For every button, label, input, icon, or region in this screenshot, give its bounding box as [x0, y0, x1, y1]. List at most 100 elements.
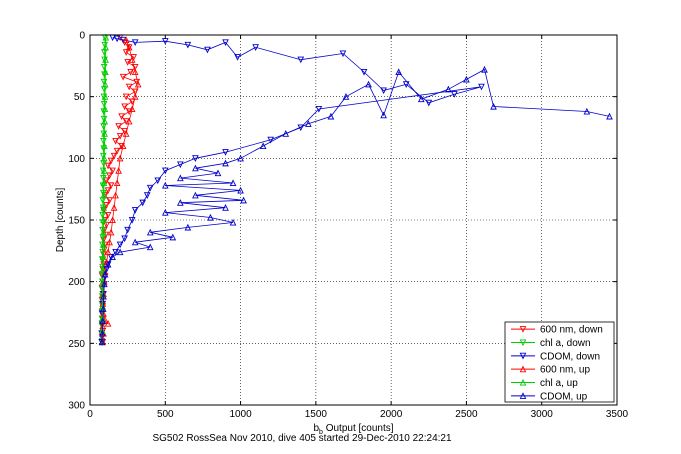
data-point: [128, 98, 136, 106]
data-point: [395, 68, 402, 76]
data-point: [100, 216, 107, 224]
data-point: [583, 107, 591, 115]
legend: 600 nm, down chl a, down CDOM, down 600 nm,…: [504, 321, 615, 403]
legend-item-chl-a-up: chl a, up: [511, 378, 578, 389]
data-point: [107, 228, 115, 236]
legend-item-600-nm-down: 600 nm, down: [511, 325, 603, 336]
data-point: [207, 213, 214, 221]
data-point: [102, 68, 109, 76]
data-point: [125, 83, 133, 91]
legend-item-cdom-up: CDOM, up: [511, 391, 588, 402]
data-point: [99, 305, 107, 312]
data-point: [104, 260, 112, 268]
data-point: [101, 130, 108, 137]
data-point: [116, 241, 124, 249]
data-point: [131, 93, 139, 100]
x-tick-label: 3500: [606, 409, 629, 420]
data-point: [110, 152, 118, 160]
data-point: [101, 142, 108, 150]
data-point: [99, 317, 107, 325]
data-point: [115, 167, 122, 174]
data-point: [222, 149, 229, 156]
data-point: [109, 167, 116, 175]
data-point: [177, 199, 184, 206]
data-point: [102, 33, 110, 41]
data-point: [99, 265, 107, 273]
data-point: [161, 208, 169, 216]
data-point: [490, 102, 497, 110]
data-point: [112, 249, 119, 256]
data-point: [252, 44, 259, 51]
data-point: [128, 105, 136, 113]
data-point: [116, 133, 124, 140]
series-line-chl-a-down: [101, 37, 106, 341]
data-point: [124, 226, 131, 234]
data-point: [184, 223, 192, 231]
data-point: [109, 216, 116, 224]
data-point: [100, 228, 107, 236]
data-point: [139, 199, 147, 207]
data-point: [99, 249, 106, 256]
data-point: [229, 218, 237, 226]
data-point: [131, 207, 139, 214]
data-point: [109, 253, 116, 261]
y-tick-label: 100: [68, 154, 85, 165]
data-point: [99, 253, 107, 261]
data-point: [103, 221, 110, 229]
series-line-cdom-down: [101, 37, 482, 343]
data-point: [146, 243, 154, 251]
data-point: [305, 120, 312, 127]
data-point: [327, 112, 335, 120]
data-point: [122, 130, 130, 137]
data-point: [451, 91, 458, 98]
legend-swatch-marker: [519, 352, 527, 360]
data-point: [118, 113, 125, 121]
data-point: [100, 280, 108, 288]
data-point: [101, 105, 109, 113]
data-point: [112, 191, 119, 199]
data-point: [128, 216, 136, 224]
data-point: [121, 103, 128, 111]
data-point: [184, 41, 192, 49]
x-tick-label: 0: [87, 409, 93, 420]
data-point: [237, 186, 244, 194]
data-point: [100, 292, 107, 300]
data-point: [119, 73, 127, 81]
ticks: [89, 34, 618, 406]
x-axis-label-subscript: b: [319, 429, 323, 436]
data-point: [99, 315, 106, 322]
data-point: [192, 155, 199, 162]
data-point: [177, 161, 184, 169]
data-point: [121, 235, 128, 243]
data-point: [101, 270, 109, 278]
x-tick-label: 1000: [229, 409, 252, 420]
data-point: [101, 117, 109, 125]
data-point: [100, 179, 108, 187]
x-axis-label-main: b: [313, 423, 319, 434]
data-point: [214, 169, 222, 177]
legend-swatch-marker: [519, 326, 527, 333]
series-cdom-down: [98, 34, 485, 346]
data-point: [134, 80, 142, 88]
data-point: [99, 241, 107, 248]
legend-item-chl-a-down: chl a, down: [511, 338, 591, 349]
legend-item-600-nm-up: 600 nm, up: [511, 365, 590, 376]
data-point: [100, 167, 108, 174]
data-point: [128, 56, 136, 63]
data-point: [106, 172, 113, 180]
legend-label: 600 nm, up: [540, 365, 590, 376]
data-point: [606, 112, 613, 120]
data-point: [222, 39, 229, 47]
data-point: [259, 142, 267, 150]
data-point: [192, 164, 199, 172]
data-point: [267, 136, 275, 144]
data-point: [102, 56, 109, 63]
data-point: [131, 39, 139, 47]
x-tick-label: 500: [157, 409, 174, 420]
data-point: [124, 59, 131, 66]
data-point: [481, 65, 488, 73]
data-point: [222, 204, 229, 211]
x-tick-label: 2500: [455, 409, 478, 420]
data-point: [122, 36, 130, 43]
